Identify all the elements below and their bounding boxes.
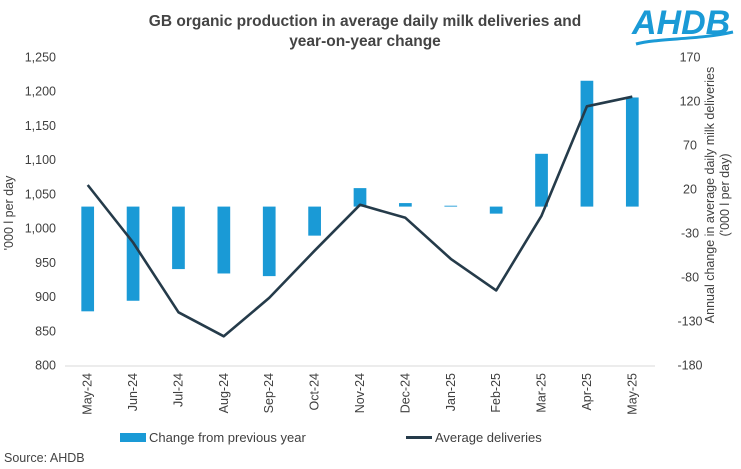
bar-Mar-25 [535, 153, 548, 207]
x-tick-Oct-24: Oct-24 [308, 373, 322, 411]
left-tick-1,150: 1,150 [25, 119, 56, 133]
left-axis-title: '000 l per day [2, 175, 16, 250]
x-tick-Nov-24: Nov-24 [353, 373, 367, 413]
source-note: Source: AHDB [4, 451, 85, 465]
x-tick-Apr-25: Apr-25 [580, 373, 594, 411]
left-tick-950: 950 [35, 256, 56, 270]
right-tick--80: -80 [681, 271, 699, 285]
x-tick-Dec-24: Dec-24 [398, 373, 412, 413]
chart-title: GB organic production in average daily m… [130, 12, 600, 52]
left-tick-1,100: 1,100 [25, 153, 56, 167]
bar-Apr-25 [580, 80, 594, 207]
right-tick-20: 20 [683, 183, 697, 197]
left-tick-900: 900 [35, 290, 56, 304]
bar-Jul-24 [172, 206, 185, 270]
bar-Aug-24 [217, 206, 231, 274]
left-tick-800: 800 [35, 359, 56, 373]
left-tick-1,250: 1,250 [25, 51, 56, 65]
legend-swatch-bars [120, 433, 146, 442]
logo-text: AHDB [631, 4, 730, 42]
right-axis-title-line2: ('000 l per day) [718, 154, 732, 237]
line-series [86, 95, 633, 338]
bar-Jan-25 [444, 205, 458, 207]
bar-Jun-24 [126, 206, 140, 301]
right-axis-title-line1: Annual change in average daily milk deli… [703, 67, 717, 323]
x-tick-May-24: May-24 [81, 373, 95, 415]
x-tick-Feb-25: Feb-25 [489, 373, 503, 413]
x-tick-Jul-24: Jul-24 [171, 373, 185, 407]
legend-label-line: Average deliveries [435, 430, 542, 445]
left-tick-850: 850 [35, 324, 56, 338]
right-tick-170: 170 [680, 51, 701, 65]
x-axis: May-24 Jun-24 Jul-24 Aug-24 Sep-24 Oct-24 Nov-… [65, 365, 655, 415]
legend-item-line: Average deliveries [406, 430, 542, 445]
x-tick-Aug-24: Aug-24 [217, 373, 231, 413]
x-tick-Sep-24: Sep-24 [262, 373, 276, 413]
ahdb-logo: AHDB [628, 2, 738, 50]
bar-Feb-25 [489, 206, 503, 214]
x-tick-May-25: May-25 [625, 373, 639, 415]
right-tick-70: 70 [683, 139, 697, 153]
legend-label-bars: Change from previous year [149, 430, 306, 445]
right-axis: -180 -130 -80 -30 20 70 120 170 [677, 51, 702, 373]
left-tick-1,050: 1,050 [25, 187, 56, 201]
bar-Dec-24 [399, 203, 412, 207]
bar-Sep-24 [262, 206, 276, 277]
x-tick-Mar-25: Mar-25 [535, 373, 549, 413]
legend-swatch-line [406, 436, 432, 439]
left-axis: 800 850 900 950 1,000 1,050 1,100 1,150 1,200 1,2… [25, 51, 56, 373]
x-tick-Jan-25: Jan-25 [444, 373, 458, 411]
chart-title-line1: GB organic production in average daily m… [148, 13, 582, 30]
right-tick--180: -180 [677, 359, 702, 373]
bar-May-25 [625, 97, 639, 207]
right-tick--30: -30 [681, 227, 699, 241]
bar-series [81, 80, 639, 312]
left-tick-1,200: 1,200 [25, 85, 56, 99]
bar-Oct-24 [308, 206, 321, 236]
right-tick--130: -130 [677, 315, 702, 329]
right-tick-120: 120 [680, 95, 701, 109]
x-tick-Jun-24: Jun-24 [126, 373, 140, 411]
bar-Nov-24 [353, 188, 367, 207]
left-tick-1,000: 1,000 [25, 222, 56, 236]
bar-May-24 [81, 206, 95, 312]
deliveries-line [86, 95, 633, 338]
chart-title-line2: year-on-year change [289, 33, 441, 50]
legend-item-bars: Change from previous year [120, 430, 306, 445]
